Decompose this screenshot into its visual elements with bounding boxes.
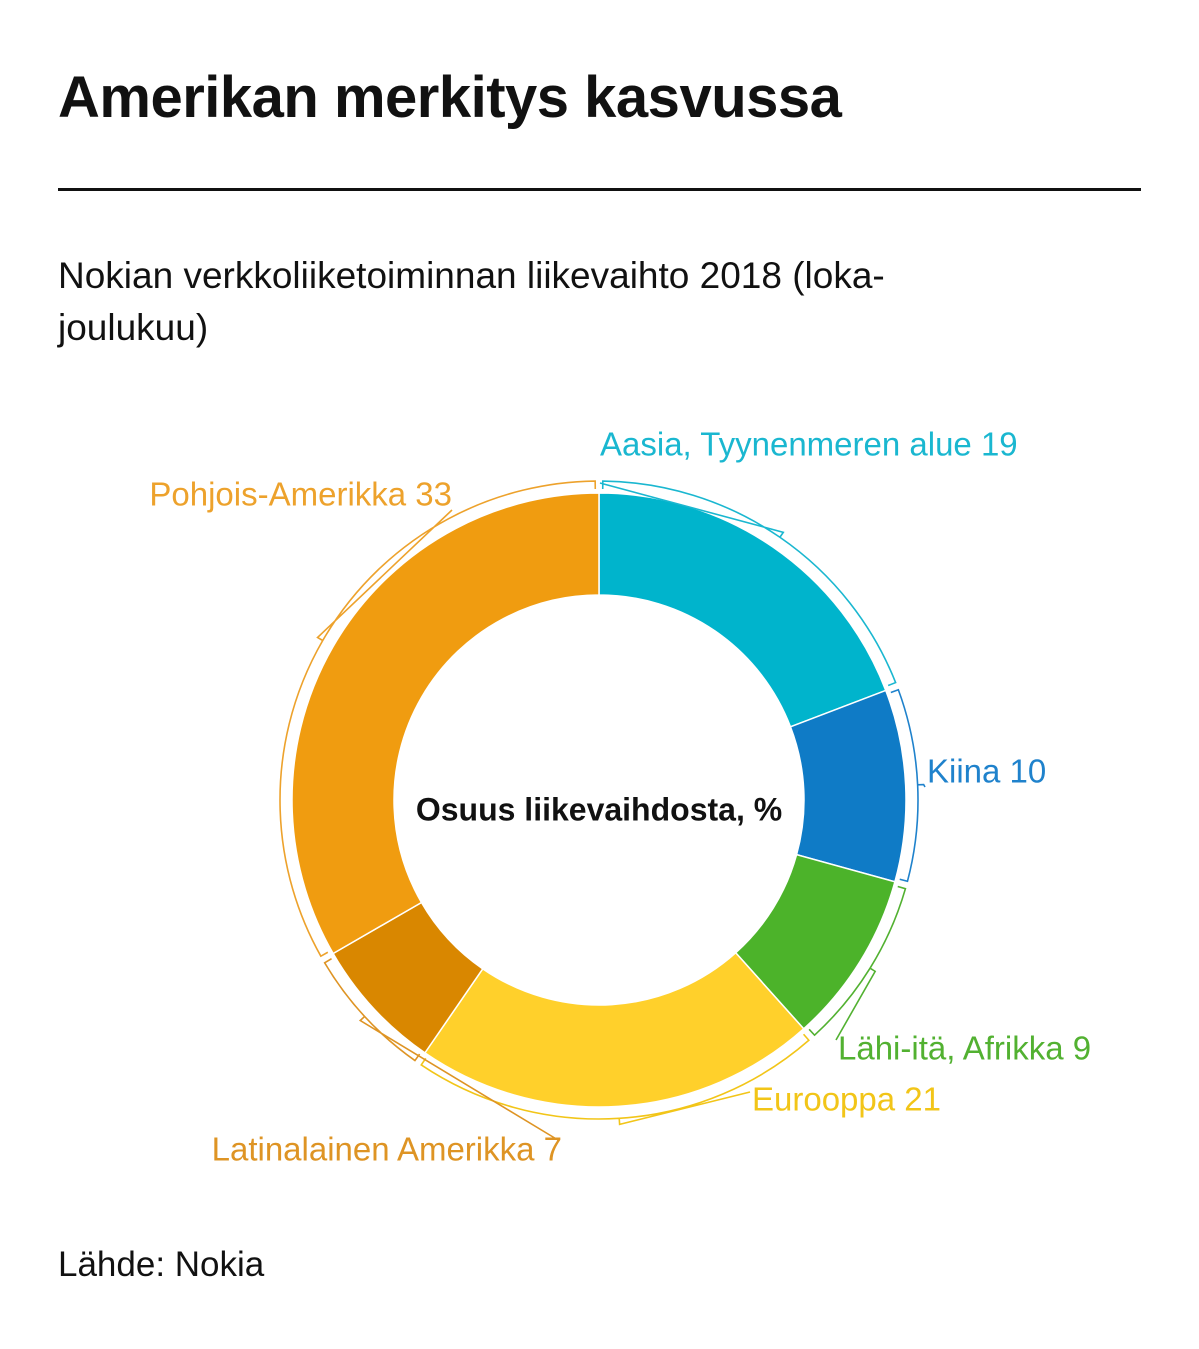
title-divider (58, 188, 1141, 191)
label-pohjois-amerikka: Pohjois-Amerikka 33 (149, 476, 452, 513)
donut-slices (291, 492, 907, 1108)
center-label: Osuus liikevaihdosta, % (416, 791, 782, 827)
bracket-kiina (890, 688, 926, 883)
label-kiina: Kiina 10 (927, 753, 1046, 790)
label-eurooppa: Eurooppa 21 (752, 1081, 941, 1118)
slice-eurooppa (423, 951, 805, 1108)
bracket-pohjois-amerikka (279, 480, 597, 958)
slice-labels: Aasia, Tyynenmeren alue 19 Kiina 10 Lähi-i… (149, 426, 1091, 1168)
label-aasia-tyynenmeren-alue: Aasia, Tyynenmeren alue 19 (600, 426, 1018, 463)
chart-title: Amerikan merkitys kasvussa (58, 65, 842, 130)
bracket-lahi-ita-afrikka (808, 885, 907, 1041)
label-latinalainen-amerikka: Latinalainen Amerikka 7 (212, 1131, 562, 1168)
chart-subtitle: Nokian verkkoliiketoiminnan liikevaihto … (58, 255, 885, 348)
bracket-eurooppa (420, 1033, 810, 1126)
source-note: Lähde: Nokia (58, 1245, 265, 1284)
bracket-latinalainen-amerikka (323, 958, 559, 1141)
bracket-aasia-tyynenmeren-alue (599, 480, 897, 687)
slice-pohjois-amerikka (291, 492, 600, 955)
label-lahi-ita-afrikka: Lähi-itä, Afrikka 9 (838, 1030, 1091, 1067)
label-brackets (279, 480, 926, 1141)
slice-aasia-tyynenmeren-alue (598, 492, 887, 728)
